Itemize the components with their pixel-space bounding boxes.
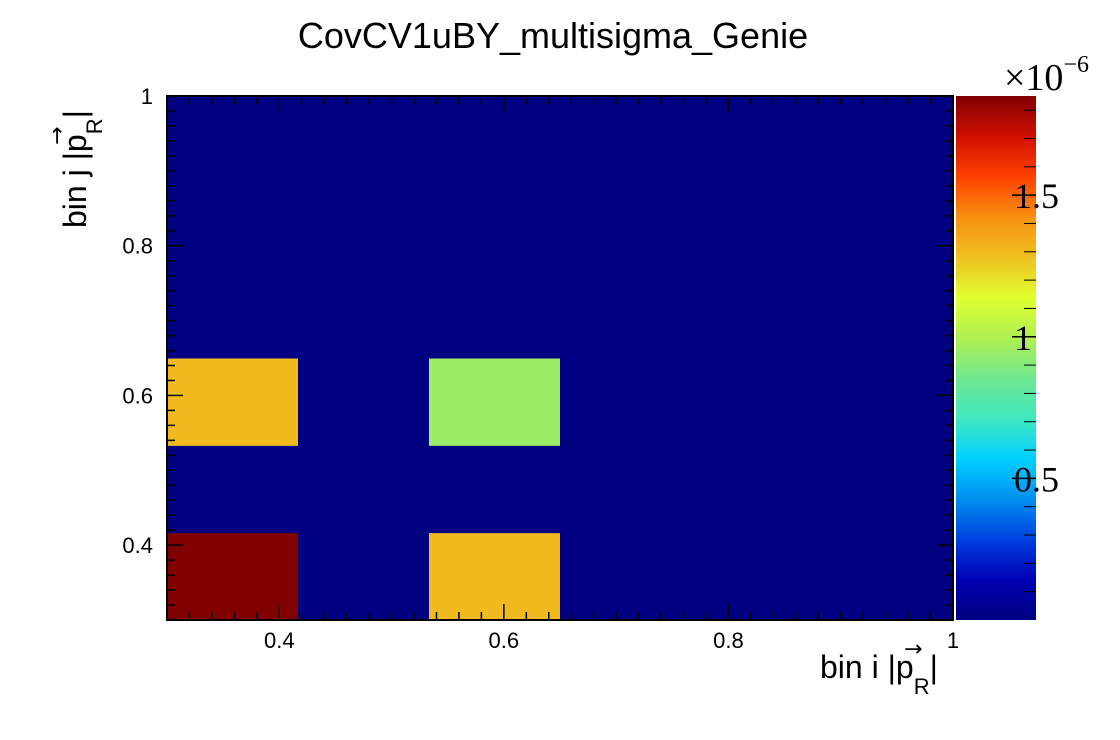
heatmap-cell-r2-c1 xyxy=(298,358,430,446)
y-axis-title-prefix: bin j | xyxy=(57,152,93,228)
svg-text:bin i |pR|: bin i |pR| xyxy=(820,649,938,699)
heatmap-cell-r1-c1 xyxy=(298,445,430,534)
x-tick-labels: 0.4 0.6 0.8 1 xyxy=(264,628,959,653)
y-axis-title: bin j |pR| → xyxy=(45,110,107,228)
heatmap-cell-r2-c4 xyxy=(691,358,823,446)
heatmap-cell-r1-c0 xyxy=(167,445,299,534)
heatmap-cell-r0-c1 xyxy=(298,532,430,621)
heatmap-cell-r3-c1 xyxy=(298,270,430,359)
y-tick-label: 0.6 xyxy=(122,383,153,408)
heatmap-cell-r5-c3 xyxy=(560,96,692,184)
axis-ticks xyxy=(166,95,954,621)
svg-text:bin j |pR|: bin j |pR| xyxy=(57,110,107,228)
y-tick-labels: 0.4 0.6 0.8 1 xyxy=(122,84,153,558)
color-palette-bar xyxy=(956,96,1036,620)
x-axis-title-subscript: R xyxy=(914,674,930,699)
heatmap-cell-r3-c5 xyxy=(821,270,954,359)
heatmap-cell-r5-c1 xyxy=(298,96,430,184)
palette-tick-label: 1.5 xyxy=(1014,176,1059,216)
palette-tick-label: 0.5 xyxy=(1014,459,1059,499)
plot-frame xyxy=(166,95,954,621)
heatmap-cell-r4-c2 xyxy=(428,183,561,272)
palette-exponent: ×10−6 xyxy=(1004,52,1089,99)
heatmap-cell-r1-c4 xyxy=(691,445,823,534)
heatmap-cell-r5-c4 xyxy=(691,96,823,184)
x-axis-title-suffix: | xyxy=(930,649,938,685)
heatmap-cell-r1-c5 xyxy=(821,445,954,534)
palette-ticks: 0.5 1 1.5 xyxy=(1012,109,1059,593)
heatmap-cell-r2-c5 xyxy=(821,358,954,446)
y-tick-label: 0.8 xyxy=(122,234,153,259)
x-tick-label: 0.4 xyxy=(264,628,295,653)
x-axis-title-vector: p xyxy=(896,649,914,685)
heatmap-cell-r4-c0 xyxy=(167,183,299,272)
heatmap-cell-r2-c3 xyxy=(560,358,692,446)
palette-exponent-base: ×10 xyxy=(1004,57,1063,99)
heatmap-cell-r4-c4 xyxy=(691,183,823,272)
heatmap-cell-r3-c2 xyxy=(428,270,561,359)
heatmap-cell-r0-c2 xyxy=(428,532,561,621)
heatmap-cells xyxy=(167,96,954,621)
palette-exponent-power: −6 xyxy=(1063,52,1089,78)
x-tick-label: 0.8 xyxy=(713,628,744,653)
y-axis-title-suffix: | xyxy=(57,110,93,118)
heatmap-cell-r2-c2 xyxy=(428,358,561,446)
heatmap-cell-r4-c5 xyxy=(821,183,954,272)
x-axis-title: bin i |pR| → xyxy=(820,637,938,699)
heatmap-cell-r2-c0 xyxy=(167,358,299,446)
heatmap-cell-r0-c4 xyxy=(691,532,823,621)
x-axis-title-arrow: → xyxy=(904,637,922,662)
heatmap-cell-r0-c5 xyxy=(821,532,954,621)
heatmap-cell-r4-c3 xyxy=(560,183,692,272)
heatmap-cell-r1-c2 xyxy=(428,445,561,534)
heatmap-cell-r3-c0 xyxy=(167,270,299,359)
y-axis-title-arrow: → xyxy=(45,127,70,145)
heatmap-cell-r5-c5 xyxy=(821,96,954,184)
heatmap-cell-r1-c3 xyxy=(560,445,692,534)
y-tick-label: 0.4 xyxy=(122,533,153,558)
heatmap-cell-r0-c3 xyxy=(560,532,692,621)
y-tick-label: 1 xyxy=(141,84,153,109)
heatmap-cell-r3-c3 xyxy=(560,270,692,359)
y-axis-title-subscript: R xyxy=(82,118,107,134)
heatmap-cell-r3-c4 xyxy=(691,270,823,359)
x-tick-label: 1 xyxy=(947,628,959,653)
heatmap-cell-r0-c0 xyxy=(167,532,299,621)
x-axis-title-prefix: bin i | xyxy=(820,649,896,685)
heatmap-cell-r5-c0 xyxy=(167,96,299,184)
heatmap-cell-r5-c2 xyxy=(428,96,561,184)
x-tick-label: 0.6 xyxy=(489,628,520,653)
y-axis-title-vector: p xyxy=(57,134,93,152)
palette-tick-label: 1 xyxy=(1014,318,1032,358)
heatmap-cell-r4-c1 xyxy=(298,183,430,272)
chart-title: CovCV1uBY_multisigma_Genie xyxy=(298,15,808,56)
